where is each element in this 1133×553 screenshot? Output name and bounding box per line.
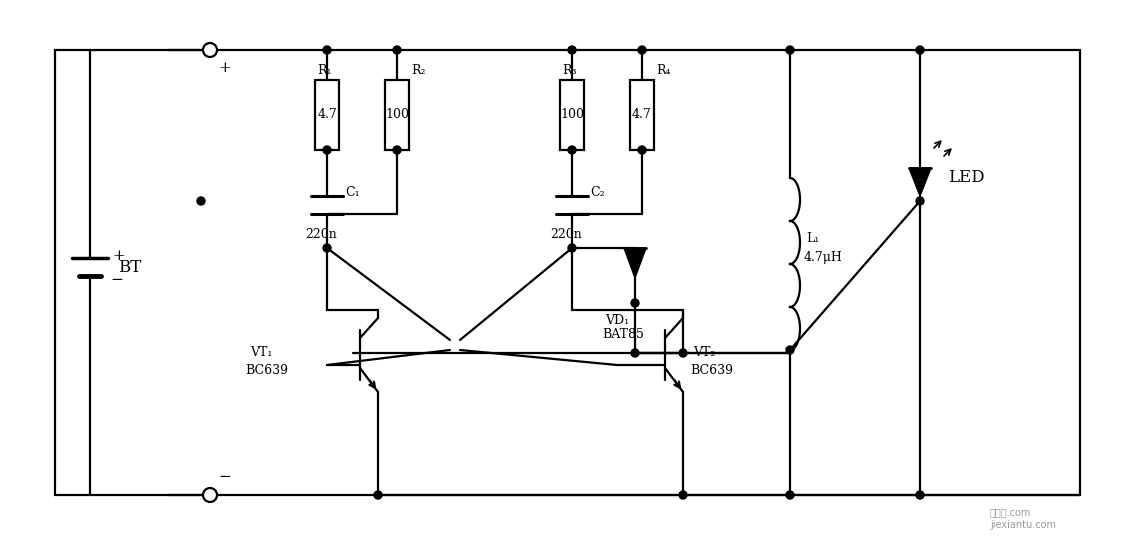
Polygon shape bbox=[624, 248, 646, 278]
Bar bbox=[630, 80, 654, 150]
Polygon shape bbox=[909, 168, 931, 196]
Circle shape bbox=[631, 349, 639, 357]
Text: 搜狐图.com: 搜狐图.com bbox=[990, 507, 1031, 517]
Text: 220n: 220n bbox=[550, 228, 581, 242]
Circle shape bbox=[786, 346, 794, 354]
Circle shape bbox=[915, 197, 925, 205]
Circle shape bbox=[203, 488, 218, 502]
Text: C₁: C₁ bbox=[346, 186, 359, 200]
Text: −: − bbox=[110, 273, 122, 287]
Text: R₁: R₁ bbox=[317, 64, 332, 76]
Text: BC639: BC639 bbox=[690, 363, 733, 377]
Circle shape bbox=[638, 46, 646, 54]
Circle shape bbox=[679, 491, 687, 499]
Circle shape bbox=[631, 299, 639, 307]
Text: VT₁: VT₁ bbox=[250, 347, 272, 359]
Text: 100: 100 bbox=[385, 108, 409, 122]
Text: 4.7μH: 4.7μH bbox=[804, 252, 843, 264]
Circle shape bbox=[323, 146, 331, 154]
Text: −: − bbox=[218, 470, 231, 484]
Text: R₂: R₂ bbox=[411, 64, 426, 76]
Text: BAT85: BAT85 bbox=[602, 328, 644, 342]
Circle shape bbox=[568, 146, 576, 154]
Circle shape bbox=[568, 46, 576, 54]
Circle shape bbox=[393, 146, 401, 154]
Text: 4.7: 4.7 bbox=[632, 108, 651, 122]
Circle shape bbox=[679, 349, 687, 357]
Circle shape bbox=[393, 46, 401, 54]
Text: +: + bbox=[218, 61, 231, 75]
Text: +: + bbox=[112, 249, 125, 263]
Text: BC639: BC639 bbox=[245, 363, 288, 377]
Circle shape bbox=[374, 491, 382, 499]
Text: LED: LED bbox=[948, 170, 985, 186]
Circle shape bbox=[323, 244, 331, 252]
Text: BT: BT bbox=[118, 259, 142, 276]
Text: R₃: R₃ bbox=[562, 64, 577, 76]
Circle shape bbox=[203, 43, 218, 57]
Text: 220n: 220n bbox=[305, 228, 337, 242]
Bar bbox=[385, 80, 409, 150]
Text: jiexiantu.com: jiexiantu.com bbox=[990, 520, 1056, 530]
Text: 100: 100 bbox=[560, 108, 583, 122]
Circle shape bbox=[197, 197, 205, 205]
Bar bbox=[560, 80, 583, 150]
Text: R₄: R₄ bbox=[656, 64, 671, 76]
Circle shape bbox=[568, 244, 576, 252]
Bar bbox=[315, 80, 339, 150]
Circle shape bbox=[323, 46, 331, 54]
Circle shape bbox=[638, 146, 646, 154]
Circle shape bbox=[915, 46, 925, 54]
Text: VD₁: VD₁ bbox=[605, 315, 629, 327]
Text: VT₂: VT₂ bbox=[693, 347, 715, 359]
Text: 4.7: 4.7 bbox=[317, 108, 337, 122]
Text: L₁: L₁ bbox=[806, 232, 819, 244]
Circle shape bbox=[915, 491, 925, 499]
Circle shape bbox=[786, 491, 794, 499]
Circle shape bbox=[786, 46, 794, 54]
Text: C₂: C₂ bbox=[590, 186, 605, 200]
